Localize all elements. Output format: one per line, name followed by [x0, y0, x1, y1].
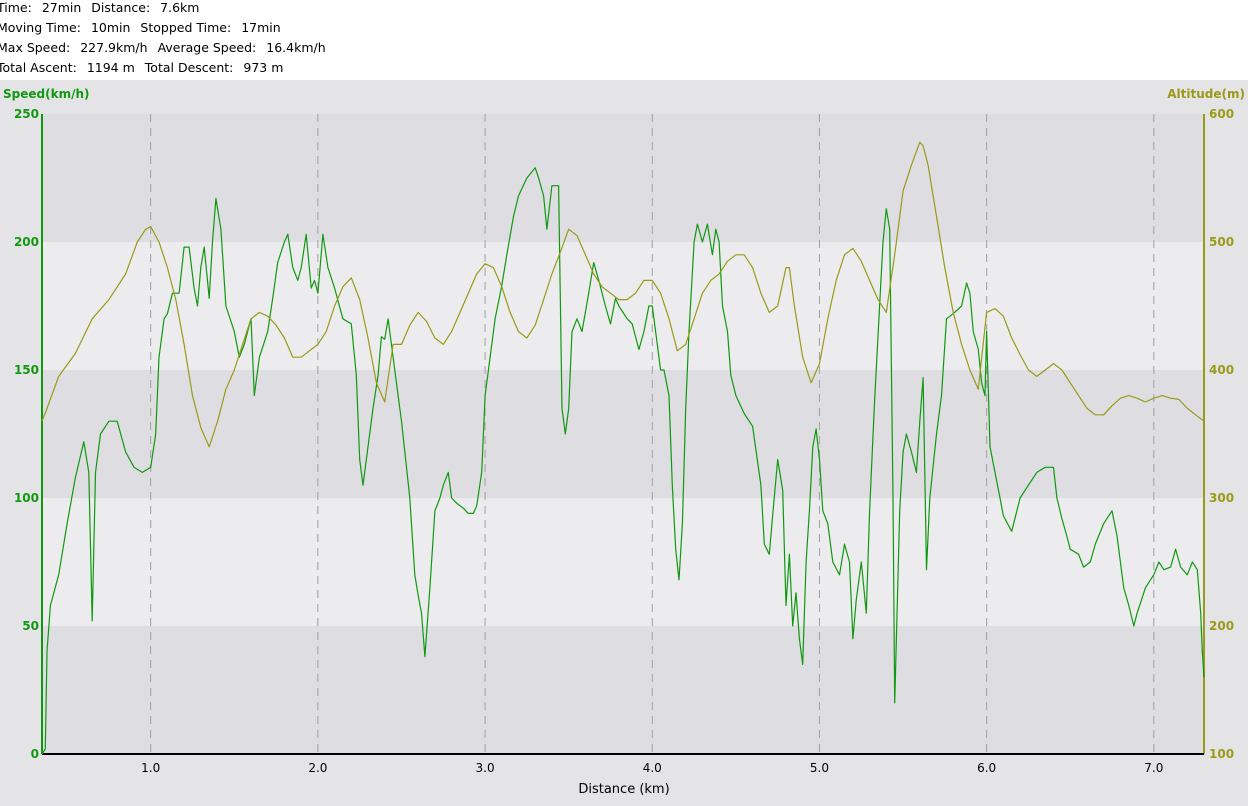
right-tick-label-3: 400 [1209, 363, 1234, 377]
stopped-time-label: Stopped Time: [140, 20, 232, 35]
series-layer [41, 141, 1205, 755]
left-tick-label-5: 250 [14, 107, 39, 121]
x-tick-label-2: 3.0 [476, 761, 495, 775]
right-tick-label-4: 500 [1209, 235, 1234, 249]
time-value: 27min [41, 0, 82, 15]
right-tick-label-0: 100 [1209, 747, 1234, 761]
band-1 [42, 498, 1204, 626]
band-3 [42, 242, 1204, 370]
total-ascent-value: 1194 m [86, 60, 135, 75]
x-tick-label-4: 5.0 [810, 761, 829, 775]
stats-line-speed: Max Speed: 227.9km/h Average Speed: 16.4km/… [0, 38, 336, 58]
left-tick-label-0: 0 [31, 747, 39, 761]
band-0 [42, 626, 1204, 754]
left-tick-labels: 0 50 100 150 200 250 [14, 107, 39, 761]
max-speed-value: 227.9km/h [80, 40, 148, 55]
stats-line-ascent: Total Ascent: 1194 m Total Descent: 973 m [0, 58, 293, 78]
stats-line-time: Time: 27min Distance: 7.6km [0, 0, 209, 18]
left-tick-label-3: 150 [14, 363, 39, 377]
vertical-grid [150, 114, 1155, 754]
x-tick-label-1: 2.0 [308, 761, 327, 775]
x-tick-label-6: 7.0 [1144, 761, 1163, 775]
total-descent-value: 973 m [243, 60, 284, 75]
distance-axis-title: Distance (km) [578, 782, 669, 797]
x-tick-labels: 1.0 2.0 3.0 4.0 5.0 6.0 7.0 [141, 761, 1163, 775]
stopped-time-value: 17min [241, 20, 281, 35]
right-tick-label-2: 300 [1209, 491, 1234, 505]
moving-time-value: 10min [90, 20, 131, 35]
x-tick-label-0: 1.0 [141, 761, 160, 775]
speed-series-line [41, 167, 1205, 755]
profile-chart: 0 50 100 150 200 250 100 200 300 400 500 600 1.0 2.… [3, 87, 1245, 797]
x-tick-label-5: 6.0 [977, 761, 996, 775]
avg-speed-value: 16.4km/h [266, 40, 326, 55]
altitude-series-line [41, 141, 1205, 448]
stats-line-moving: Moving Time: 10min Stopped Time: 17min [0, 18, 291, 38]
avg-speed-label: Average Speed: [157, 40, 257, 55]
total-descent-label: Total Descent: [144, 60, 234, 75]
band-4 [42, 114, 1204, 242]
distance-value: 7.6km [160, 0, 200, 15]
right-tick-label-1: 200 [1209, 619, 1234, 633]
altitude-axis-title: Altitude(m) [1167, 87, 1245, 101]
moving-time-label: Moving Time: [0, 20, 81, 35]
stats-panel: Time: 27min Distance: 7.6km Moving Time: 10m… [0, 0, 1248, 80]
left-tick-label-2: 100 [14, 491, 39, 505]
max-speed-label: Max Speed: [0, 40, 71, 55]
x-tick-label-3: 4.0 [643, 761, 662, 775]
left-tick-label-4: 200 [14, 235, 39, 249]
left-tick-label-1: 50 [22, 619, 39, 633]
right-tick-labels: 100 200 300 400 500 600 [1209, 107, 1234, 761]
background-bands [42, 114, 1204, 754]
time-label: Time: [0, 0, 32, 15]
chart-area: 0 50 100 150 200 250 100 200 300 400 500 600 1.0 2.… [0, 80, 1248, 806]
total-ascent-label: Total Ascent: [0, 60, 77, 75]
band-2 [42, 370, 1204, 498]
distance-label: Distance: [91, 0, 151, 15]
right-tick-label-5: 600 [1209, 107, 1234, 121]
speed-axis-title: Speed(km/h) [3, 87, 89, 101]
